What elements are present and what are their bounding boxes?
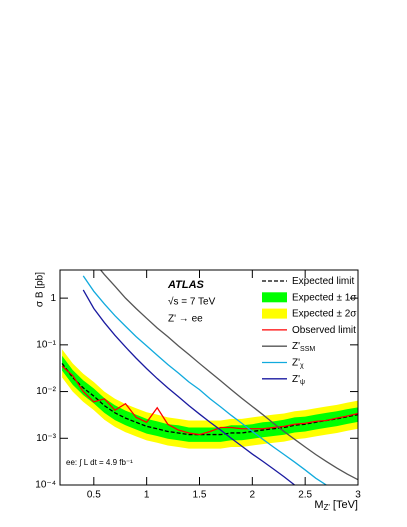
- legend-name: Observed limit: [292, 325, 356, 336]
- legend-name: Expected limit: [292, 276, 354, 287]
- luminosity-label: ee: ∫ L dt = 4.9 fb⁻¹: [66, 458, 133, 467]
- legend-swatch: [262, 292, 287, 303]
- x-label-sub: Z': [324, 503, 331, 512]
- y-axis-label: σ B [pb]: [35, 272, 46, 307]
- legend-label: Observed limit: [292, 325, 356, 336]
- x-label-unit: [TeV]: [333, 499, 358, 511]
- legend-name: Z': [292, 341, 300, 352]
- legend-name: Expected ± 1σ: [292, 292, 357, 303]
- plot-area: [61, 270, 358, 485]
- legend-name: Expected ± 2σ: [292, 308, 357, 319]
- y-tick-label: 10⁻³: [36, 433, 56, 444]
- y-tick-label: 10⁻¹: [36, 339, 56, 350]
- energy-label: √s = 7 TeV: [168, 296, 216, 308]
- plot-frame: [59, 269, 359, 486]
- x-label-main: M: [314, 499, 323, 511]
- y-tick-label: 10⁻⁴: [35, 480, 56, 491]
- y-tick-label: 1: [50, 293, 56, 304]
- legend-label: Expected ± 1σ: [292, 292, 357, 303]
- line: [82, 275, 327, 485]
- legend-sub: ψ: [300, 379, 305, 386]
- legend-label: Expected limit: [292, 276, 354, 287]
- legend-label: Z'χ: [292, 357, 304, 369]
- x-tick-label: 3: [355, 490, 361, 501]
- legend-name: Z': [292, 357, 300, 368]
- x-tick-label: 1.5: [193, 490, 207, 501]
- legend-name: Z': [292, 373, 300, 384]
- legend-sub: SSM: [300, 346, 315, 353]
- x-tick-label: 2: [250, 490, 256, 501]
- band: [62, 355, 358, 442]
- legend-sub: χ: [300, 362, 304, 369]
- channel-label: Z' → ee: [168, 314, 203, 325]
- x-tick-label: 0.5: [87, 490, 101, 501]
- y-tick-label: 10⁻²: [36, 386, 56, 397]
- line: [61, 365, 358, 436]
- line: [99, 270, 358, 481]
- x-axis-label: MZ' [TeV]: [314, 499, 358, 512]
- experiment-label: ATLAS: [167, 279, 205, 291]
- x-tick-label: 1: [144, 490, 150, 501]
- x-tick-label: 2.5: [298, 490, 312, 501]
- legend-label: Z'ψ: [292, 373, 305, 385]
- legend-label: Z'SSM: [292, 341, 315, 353]
- legend-label: Expected ± 2σ: [292, 308, 357, 319]
- line: [82, 289, 295, 485]
- line: [61, 363, 358, 436]
- legend-swatch: [262, 308, 287, 319]
